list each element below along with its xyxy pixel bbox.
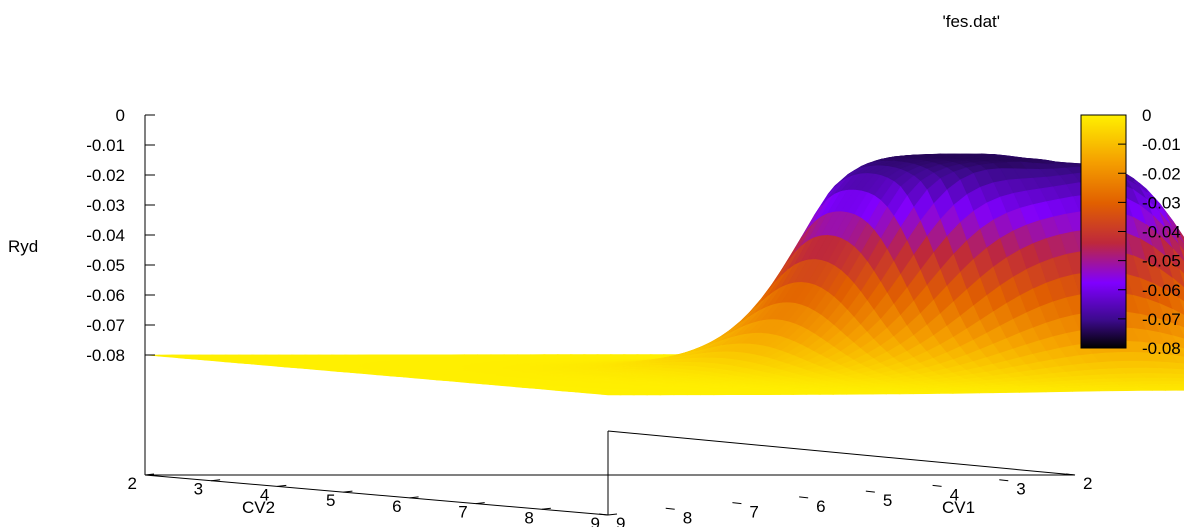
colorbar-tick-label: -0.04 [1142, 223, 1181, 242]
x-tick [932, 484, 942, 487]
z-tick-label: -0.06 [86, 286, 125, 305]
y-tick-label: 3 [194, 480, 203, 499]
y-tick-label: 7 [458, 503, 467, 522]
z-tick-label: -0.04 [86, 226, 125, 245]
x-tick-label: 7 [749, 503, 758, 522]
back-edge-line [607, 430, 1076, 476]
z-tick-label: -0.03 [86, 196, 125, 215]
y-tick-label: 5 [326, 491, 335, 510]
x-tick [999, 479, 1009, 482]
z-tick-label: -0.07 [86, 316, 125, 335]
x-tick-label: 5 [883, 491, 892, 510]
z-tick-label: 0 [116, 106, 125, 125]
y-tick [409, 496, 419, 499]
y-tick-label: 2 [128, 474, 137, 493]
y-tick-label: 8 [524, 508, 533, 527]
colorbar-tick-label: -0.05 [1142, 252, 1181, 271]
y-axis-label: CV2 [242, 498, 275, 517]
x-tick [665, 507, 675, 510]
x-tick [865, 490, 875, 493]
colorbar-tick-label: -0.03 [1142, 193, 1181, 212]
y-tick [475, 502, 485, 505]
colorbar-tick-label: -0.02 [1142, 164, 1181, 183]
colorbar-tick-label: -0.07 [1142, 310, 1181, 329]
x-tick-label: 9 [616, 514, 625, 527]
y-tick-label: 6 [392, 497, 401, 516]
x-tick [598, 513, 609, 516]
z-tick-label: -0.05 [86, 256, 125, 275]
y-tick-label: 9 [591, 514, 600, 527]
z-axis-label: Ryd [8, 237, 38, 256]
surface-layer [144, 153, 1184, 396]
z-tick-label: -0.02 [86, 166, 125, 185]
x-tick [732, 502, 742, 505]
y-tick [541, 507, 551, 510]
legend-entry: 'fes.dat' [942, 12, 1000, 31]
colorbar-tick-label: -0.08 [1142, 339, 1181, 358]
x-tick-label: 2 [1083, 474, 1092, 493]
x-axis-label: CV1 [942, 498, 975, 517]
z-tick-label: -0.08 [86, 346, 125, 365]
x-tick-label: 3 [1016, 480, 1025, 499]
colorbar-tick-label: -0.01 [1142, 135, 1181, 154]
x-tick [799, 496, 809, 499]
y-tick [343, 490, 353, 493]
y-tick [277, 484, 287, 487]
y-axis-line [144, 474, 609, 516]
colorbar-tick-label: -0.06 [1142, 281, 1181, 300]
y-tick [211, 479, 221, 482]
x-tick-label: 6 [816, 497, 825, 516]
z-tick-label: -0.01 [86, 136, 125, 155]
colorbar-tick-label: 0 [1142, 106, 1151, 125]
x-tick-label: 8 [683, 508, 692, 527]
